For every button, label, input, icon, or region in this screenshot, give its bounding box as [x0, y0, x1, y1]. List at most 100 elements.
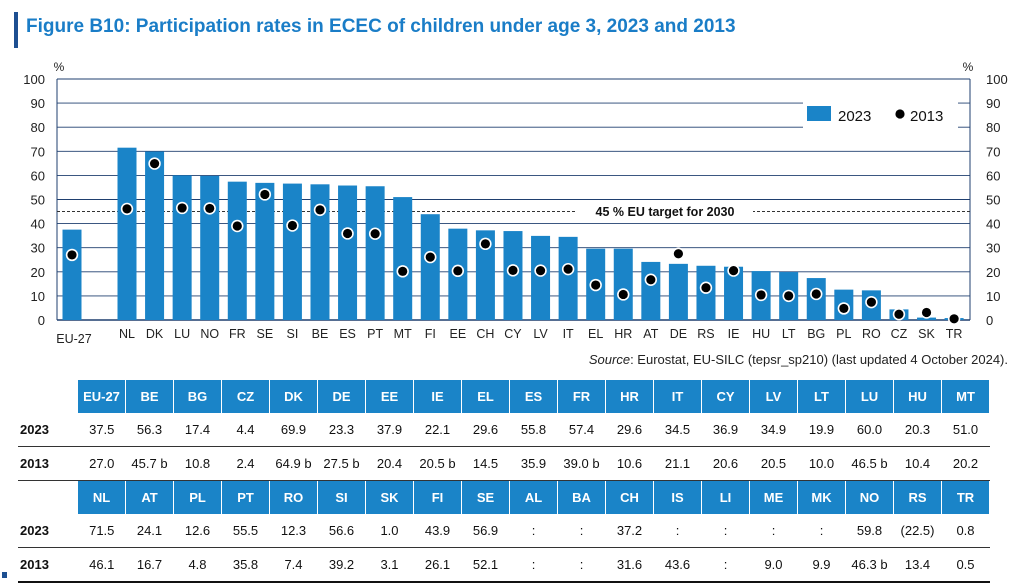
- y-tick-label-right: 70: [986, 144, 1000, 159]
- dot-2013: [205, 203, 215, 214]
- y-unit-right: %: [963, 60, 974, 74]
- x-tick-label: EL: [588, 327, 603, 341]
- table-cell: 2.4: [221, 446, 270, 481]
- x-tick-label: IT: [563, 327, 574, 341]
- table-cell: (22.5): [893, 514, 942, 548]
- y-tick-label-right: 10: [986, 289, 1000, 304]
- y-tick-label-right: 50: [986, 193, 1000, 208]
- x-tick-label: IE: [728, 327, 740, 341]
- table-cell: 27.5 b: [317, 446, 366, 481]
- table-cell: 16.7: [125, 547, 174, 583]
- table-header-cell: LI: [701, 480, 750, 514]
- table-cell: 43.9: [413, 514, 462, 548]
- table-cell: 69.9: [269, 413, 318, 447]
- x-tick-label: TR: [946, 327, 963, 341]
- table-cell: 55.5: [221, 514, 270, 548]
- table-cell: 31.6: [605, 547, 654, 583]
- y-tick-label-left: 30: [31, 241, 45, 256]
- table-header-cell: FI: [413, 480, 462, 514]
- table-cell: 34.9: [749, 413, 798, 447]
- x-tick-label: LU: [174, 327, 190, 341]
- bar-2023: [310, 184, 330, 320]
- x-tick-label: DE: [670, 327, 687, 341]
- y-tick-label-right: 80: [986, 120, 1000, 135]
- table-cell: 23.3: [317, 413, 366, 447]
- table-header-cell: ME: [749, 480, 798, 514]
- x-tick-label: NO: [200, 327, 219, 341]
- table-cell: 37.2: [605, 514, 654, 548]
- table-header-cell: CH: [605, 480, 654, 514]
- table-cell: 20.4: [365, 446, 414, 481]
- target-label-bg: [577, 202, 753, 221]
- table-cell: :: [701, 547, 750, 583]
- table-cell: 43.6: [653, 547, 702, 583]
- table-cell: 1.0: [365, 514, 414, 548]
- table-cell: :: [509, 514, 558, 548]
- table-row-label: 2023: [18, 413, 78, 447]
- table-cell: 55.8: [509, 413, 558, 447]
- dot-2013: [260, 189, 270, 200]
- dot-2013: [149, 158, 160, 169]
- table-header-cell: IT: [653, 380, 702, 413]
- bar-2023: [145, 151, 165, 320]
- dot-2013: [370, 229, 380, 239]
- source-note: Source: Eurostat, EU-SILC (tepsr_sp210) …: [589, 352, 1008, 367]
- y-tick-label-right: 30: [986, 241, 1000, 256]
- y-tick-label-left: 80: [31, 120, 45, 135]
- table-header-cell: RS: [893, 480, 942, 514]
- x-tick-label: HR: [614, 327, 632, 341]
- x-tick-label: NL: [119, 327, 135, 341]
- y-tick-label-left: 40: [31, 217, 45, 232]
- x-tick-label: SK: [918, 327, 935, 341]
- y-tick-label-left: 90: [31, 96, 45, 111]
- table-cell: 22.1: [413, 413, 462, 447]
- x-tick-label: CH: [476, 327, 494, 341]
- dot-2013: [425, 252, 435, 262]
- table-cell: 7.4: [269, 547, 318, 583]
- table-row: 2023 37.5 56.3 17.4 4.4 69.9 23.3 37.9 22.1 29.6 5…: [18, 413, 990, 447]
- table-cell: 24.1: [125, 514, 174, 548]
- y-tick-label-left: 20: [31, 265, 45, 280]
- bar-2023: [338, 185, 358, 320]
- table-cell: 20.3: [893, 413, 942, 447]
- table-cell: 4.8: [173, 547, 222, 583]
- table-header-row: EU-27 BE BG CZ DK DE EE IE EL ES FR HR IT CY LV LT LU HU M…: [18, 380, 990, 413]
- table-header-cell: MT: [941, 380, 990, 413]
- dot-2013: [508, 265, 518, 275]
- table-cell: 0.8: [941, 514, 990, 548]
- y-tick-label-left: 10: [31, 289, 45, 304]
- table-header-cell: TR: [941, 480, 990, 514]
- table-cell: 56.9: [461, 514, 510, 548]
- table-header-cell: NO: [845, 480, 894, 514]
- x-tick-label: PT: [367, 327, 383, 341]
- x-tick-label: BG: [807, 327, 825, 341]
- table-header-cell: BE: [125, 380, 174, 413]
- table-corner-cell: [18, 480, 78, 514]
- table-header-cell: SI: [317, 480, 366, 514]
- dot-2013: [866, 297, 876, 307]
- x-tick-label: CZ: [891, 327, 908, 341]
- x-tick-label: SE: [257, 327, 274, 341]
- bar-2023: [641, 261, 661, 320]
- x-tick-label: AT: [643, 327, 658, 341]
- y-tick-label-right: 0: [986, 313, 993, 328]
- table-header-cell: PT: [221, 480, 270, 514]
- table-header-cell: BG: [173, 380, 222, 413]
- x-tick-label: HU: [752, 327, 770, 341]
- table-header-cell: EE: [365, 380, 414, 413]
- dot-2013: [287, 220, 298, 231]
- table-row-label: 2013: [18, 446, 78, 481]
- table-cell: 71.5: [78, 514, 126, 548]
- x-tick-label: RO: [862, 327, 881, 341]
- x-tick-label: RS: [697, 327, 714, 341]
- table-corner-cell: [18, 380, 78, 413]
- table-cell: 26.1: [413, 547, 462, 583]
- dot-2013: [591, 280, 601, 290]
- table-cell: 27.0: [78, 446, 126, 481]
- table-cell: 51.0: [941, 413, 990, 447]
- x-tick-label: EU-27: [56, 332, 91, 346]
- bar-2023: [917, 317, 937, 320]
- table-header-cell: NL: [78, 480, 126, 514]
- table-cell: 37.9: [365, 413, 414, 447]
- bar-2023: [365, 186, 385, 320]
